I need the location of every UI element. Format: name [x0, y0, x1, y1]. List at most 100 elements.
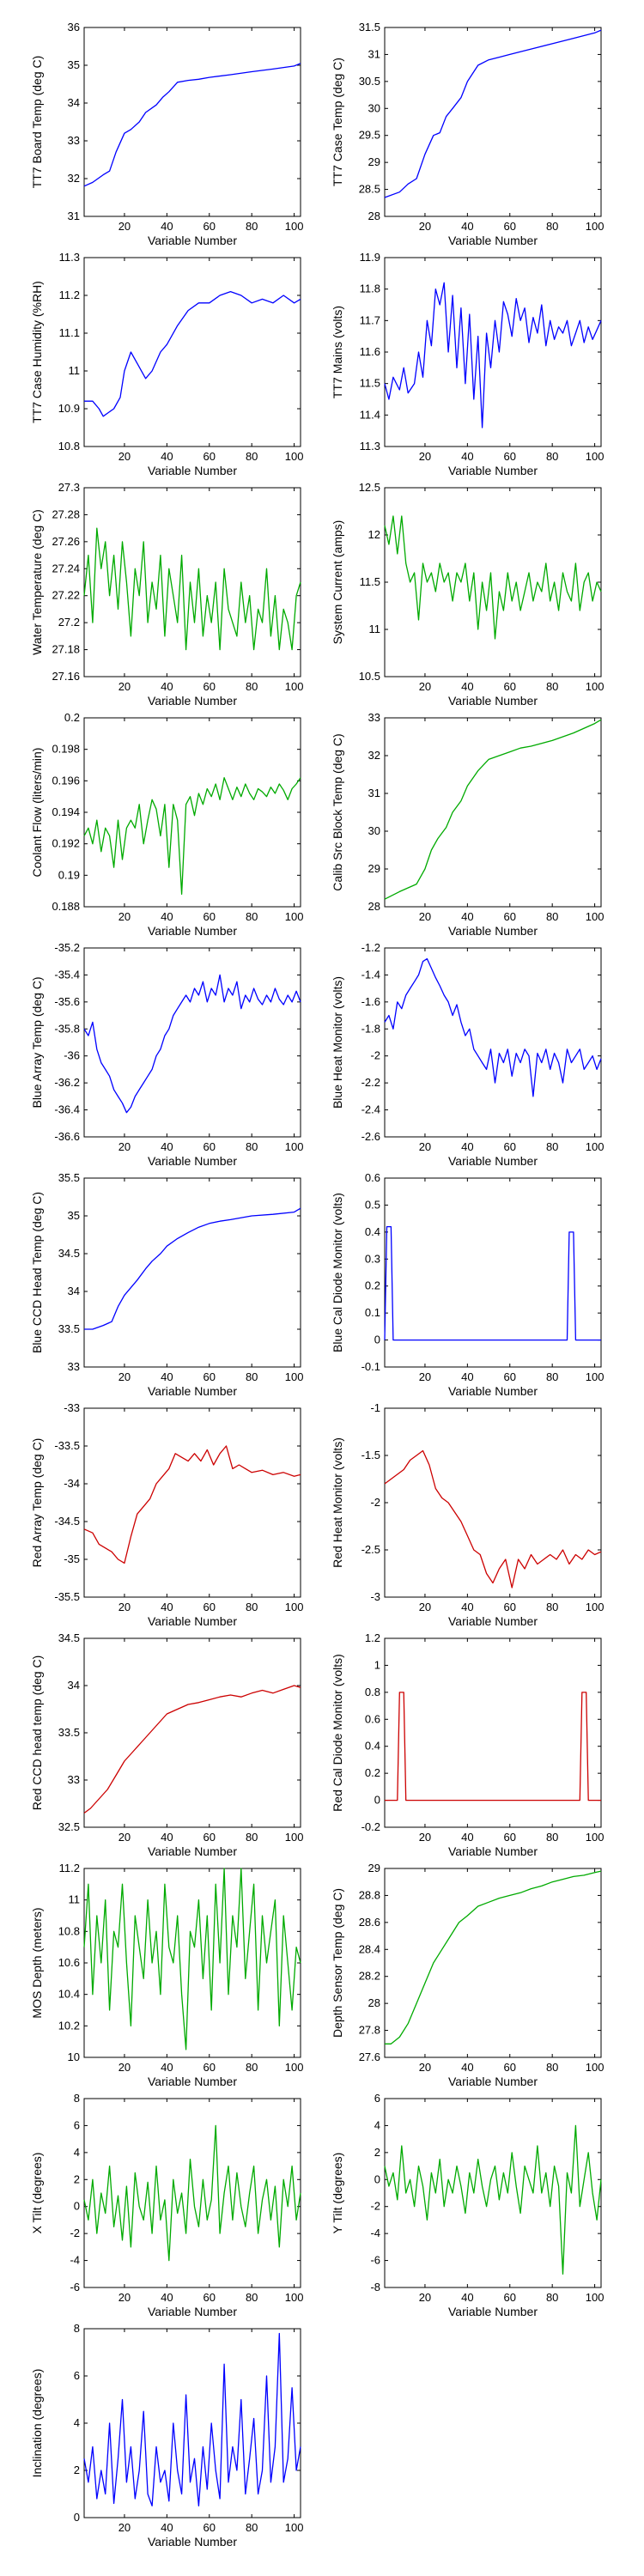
- subplot-p21: 20 40 60 80 100 0 2 4 6 8 Variable Number Inclinati…: [30, 2322, 303, 2549]
- x-tick-label: 60: [204, 450, 216, 463]
- y-axis-label: MOS Depth (meters): [30, 1907, 44, 2018]
- y-tick-label: 33.5: [58, 1726, 80, 1739]
- y-tick-label: 34.5: [58, 1247, 80, 1260]
- x-tick-label: 80: [546, 2291, 558, 2304]
- x-tick-label: 20: [118, 680, 131, 693]
- x-tick-label: 60: [504, 220, 516, 233]
- y-tick-label: 11.3: [59, 251, 80, 264]
- subplot-p10: 20 40 60 80 100 -2.6 -2.4 -2.2 -2 -1.8 -1.6 -1.4 -1.…: [331, 941, 604, 1168]
- y-tick-label: -2.6: [361, 1130, 380, 1143]
- x-tick-label: 40: [461, 220, 473, 233]
- y-tick-label: -2: [70, 2227, 80, 2239]
- x-tick-label: 20: [118, 910, 131, 923]
- y-tick-label: -8: [370, 2281, 380, 2293]
- x-tick-label: 20: [118, 2291, 131, 2304]
- x-tick-label: 20: [118, 1140, 131, 1153]
- y-tick-label: 0: [374, 1334, 380, 1346]
- x-axis-label: Variable Number: [148, 234, 237, 247]
- x-axis-label: Variable Number: [448, 2305, 538, 2318]
- y-tick-label: 27.18: [52, 643, 80, 656]
- y-tick-label: 34: [68, 1679, 80, 1692]
- x-tick-label: 40: [161, 220, 173, 233]
- series-line: [83, 777, 301, 895]
- x-tick-label: 20: [419, 2291, 431, 2304]
- y-tick-label: 27.24: [52, 562, 80, 574]
- y-tick-label: -4: [70, 2254, 80, 2267]
- subplot-p8: 20 40 60 80 100 28 29 30 31 32 33 Variable Number Ca…: [331, 711, 604, 938]
- x-tick-label: 40: [461, 680, 473, 693]
- x-tick-label: 60: [504, 910, 516, 923]
- x-tick-label: 40: [161, 450, 173, 463]
- y-tick-label: 11.3: [360, 440, 380, 453]
- y-tick-label: 29.5: [359, 129, 380, 142]
- x-tick-label: 60: [204, 1831, 216, 1844]
- y-tick-label: 32: [368, 749, 380, 762]
- subplot-p17: 20 40 60 80 100 10 10.2 10.4 10.6 10.8 11 11.2 Varia…: [30, 1862, 303, 2088]
- x-tick-label: 60: [504, 2291, 516, 2304]
- y-tick-label: -4: [370, 2227, 380, 2239]
- y-tick-label: 35: [68, 58, 80, 71]
- y-tick-label: 34: [68, 96, 80, 109]
- x-tick-label: 20: [419, 680, 431, 693]
- y-tick-label: 11.5: [360, 377, 380, 390]
- x-tick-label: 100: [285, 1140, 304, 1153]
- y-axis-label: TT7 Case Temp (deg C): [331, 58, 344, 186]
- series-line: [384, 515, 602, 640]
- y-tick-label: 11.9: [360, 251, 380, 264]
- y-tick-label: 10.6: [58, 1956, 80, 1969]
- y-tick-label: 0.6: [365, 1171, 380, 1184]
- y-axis-label: Blue Array Temp (deg C): [30, 976, 44, 1108]
- series-line: [384, 282, 602, 428]
- x-tick-label: 20: [118, 450, 131, 463]
- axes-frame: [83, 487, 301, 677]
- y-tick-label: 33: [68, 134, 80, 147]
- x-tick-label: 20: [118, 1370, 131, 1383]
- x-axis-label: Variable Number: [448, 1384, 538, 1398]
- y-tick-label: 11.2: [59, 1862, 80, 1874]
- series-line: [83, 527, 301, 651]
- x-tick-label: 20: [118, 1601, 131, 1613]
- subplot-p20: 20 40 60 80 100 -8 -6 -4 -2 0 2 4 6 Variable Number Y …: [331, 2092, 604, 2318]
- x-tick-label: 100: [285, 2061, 304, 2074]
- y-tick-label: -2: [370, 2200, 380, 2213]
- series-line: [385, 1692, 601, 1801]
- x-tick-label: 80: [246, 680, 258, 693]
- x-tick-label: 40: [161, 1601, 173, 1613]
- y-tick-label: 11.1: [59, 326, 80, 339]
- y-tick-label: 0: [74, 2200, 80, 2213]
- axes-frame: [384, 2098, 602, 2288]
- x-tick-label: 40: [461, 1370, 473, 1383]
- y-tick-label: 0.4: [365, 1740, 380, 1753]
- y-tick-label: 29: [368, 862, 380, 875]
- y-tick-label: -35.4: [54, 968, 80, 981]
- y-tick-label: 11: [369, 623, 381, 635]
- y-tick-label: 30: [368, 824, 380, 837]
- y-tick-label: -36.2: [54, 1076, 80, 1089]
- subplot-p4: 20 40 60 80 100 11.3 11.4 11.5 11.6 11.7 11.8 11.9 V…: [331, 251, 604, 477]
- y-tick-label: 2: [74, 2464, 80, 2476]
- y-tick-label: 28.8: [359, 1888, 380, 1901]
- x-tick-label: 20: [118, 2061, 131, 2074]
- y-axis-label: Blue Cal Diode Monitor (volts): [331, 1193, 344, 1352]
- x-tick-label: 60: [504, 680, 516, 693]
- y-tick-label: -6: [70, 2281, 80, 2293]
- x-tick-label: 40: [461, 450, 473, 463]
- y-tick-label: 33: [68, 1360, 80, 1373]
- x-tick-label: 60: [204, 2291, 216, 2304]
- x-axis-label: Variable Number: [148, 1844, 237, 1858]
- y-tick-label: 30: [368, 101, 380, 114]
- y-axis-label: Red Cal Diode Monitor (volts): [331, 1654, 344, 1812]
- y-axis-label: Calib Src Block Temp (deg C): [331, 733, 344, 890]
- x-tick-label: 20: [118, 220, 131, 233]
- y-tick-label: 27.16: [52, 670, 80, 683]
- series-line: [384, 2124, 602, 2275]
- y-tick-label: -36.6: [54, 1130, 80, 1143]
- x-tick-label: 100: [586, 680, 605, 693]
- x-tick-label: 80: [546, 1370, 558, 1383]
- x-axis-label: Variable Number: [148, 464, 237, 477]
- y-tick-label: -3: [370, 1590, 380, 1603]
- y-tick-label: -2.4: [361, 1103, 380, 1116]
- x-tick-label: 100: [586, 1831, 605, 1844]
- x-tick-label: 20: [419, 1831, 431, 1844]
- x-tick-label: 100: [586, 2061, 605, 2074]
